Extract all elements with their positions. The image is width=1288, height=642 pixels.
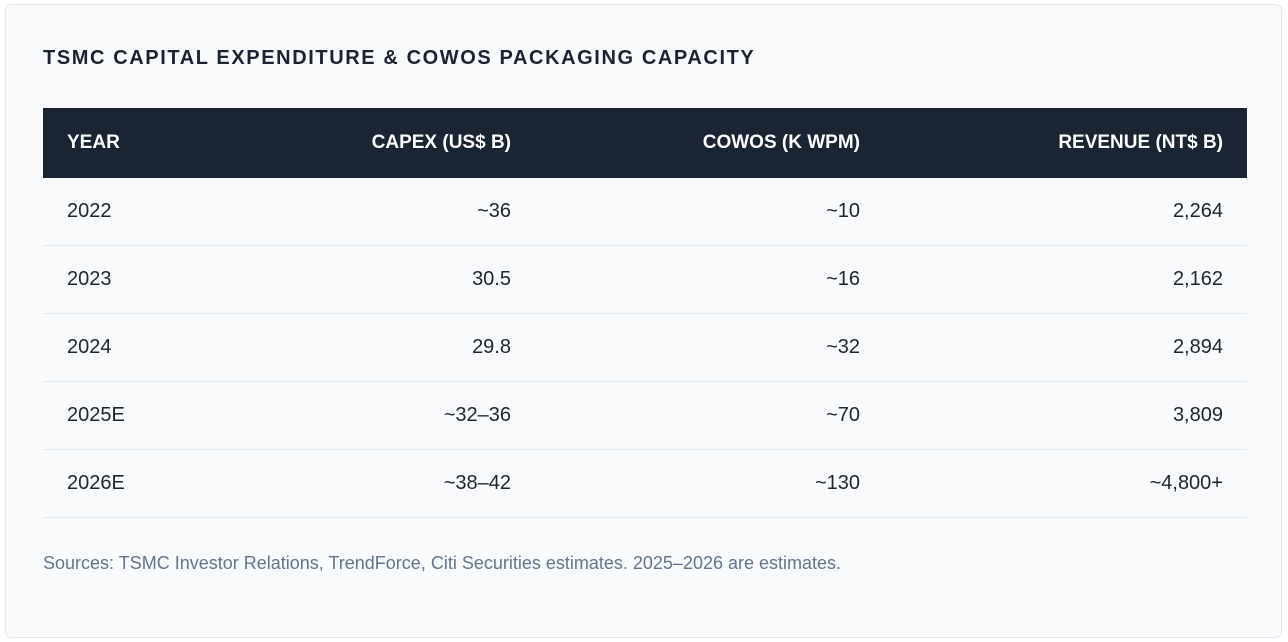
sources-footnote: Sources: TSMC Investor Relations, TrendF… (43, 553, 842, 573)
header-cowos: COWOS (K WPM) (702, 132, 860, 153)
cell-cowos: ~32 (826, 336, 860, 358)
table-row: 2023 30.5 ~16 2,162 (43, 246, 1247, 314)
cell-year: 2024 (67, 336, 112, 358)
cell-revenue: 2,162 (1172, 268, 1223, 290)
cell-capex: ~36 (477, 200, 511, 222)
cell-cowos: ~70 (826, 404, 860, 426)
data-table: YEAR CAPEX (US$ B) COWOS (K WPM) REVENUE… (43, 108, 1247, 518)
cell-capex: ~32–36 (443, 404, 511, 426)
cell-year: 2026E (67, 472, 125, 494)
cell-revenue: 3,809 (1172, 404, 1223, 426)
cell-revenue: 2,894 (1172, 336, 1223, 358)
cell-capex: ~38–42 (443, 472, 511, 494)
header-year: YEAR (67, 132, 120, 153)
cell-cowos: ~10 (826, 200, 860, 222)
table-card: TSMC CAPITAL EXPENDITURE & COWOS PACKAGI… (5, 4, 1282, 638)
cell-year: 2023 (67, 268, 112, 290)
cell-capex: 29.8 (472, 336, 511, 358)
table-row: 2024 29.8 ~32 2,894 (43, 314, 1247, 382)
cell-revenue: ~4,800+ (1149, 472, 1223, 494)
header-capex: CAPEX (US$ B) (371, 132, 511, 153)
cell-year: 2025E (67, 404, 125, 426)
cell-revenue: 2,264 (1172, 200, 1223, 222)
table-title: TSMC CAPITAL EXPENDITURE & COWOS PACKAGI… (43, 47, 756, 69)
table-row: 2026E ~38–42 ~130 ~4,800+ (43, 450, 1247, 518)
table-row: 2022 ~36 ~10 2,264 (43, 178, 1247, 246)
cell-cowos: ~130 (814, 472, 860, 494)
header-revenue: REVENUE (NT$ B) (1058, 132, 1223, 153)
cell-cowos: ~16 (826, 268, 860, 290)
cell-capex: 30.5 (472, 268, 511, 290)
table-header-row: YEAR CAPEX (US$ B) COWOS (K WPM) REVENUE… (43, 108, 1247, 178)
table-row: 2025E ~32–36 ~70 3,809 (43, 382, 1247, 450)
cell-year: 2022 (67, 200, 112, 222)
